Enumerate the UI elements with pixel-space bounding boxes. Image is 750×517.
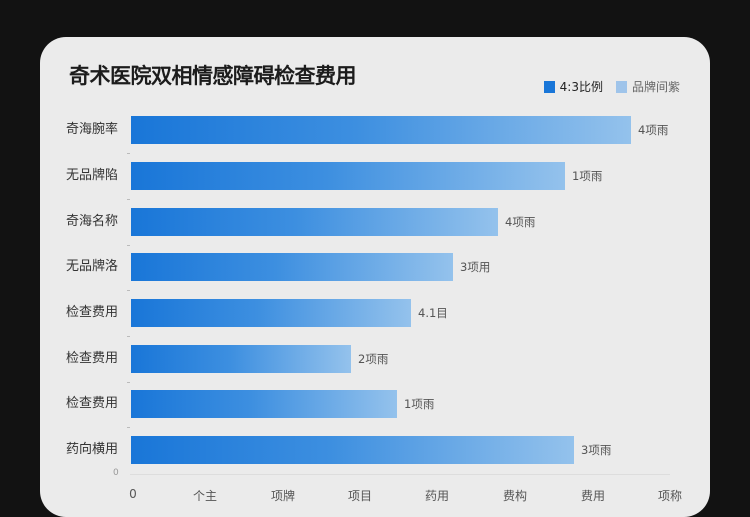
bar-row: 检查费用 4.1目 <box>40 299 710 327</box>
y-tick-mark <box>127 245 130 246</box>
legend-item-4-3-ratio[interactable]: 4:3比例 <box>543 78 603 95</box>
value-label: 3项雨 <box>581 443 612 457</box>
category-label: 检查费用 <box>65 351 118 366</box>
bar[interactable] <box>131 299 411 327</box>
chart-title: 奇术医院双相情感障碍检查费用 <box>69 64 357 88</box>
bar[interactable] <box>131 436 574 464</box>
value-label: 4项雨 <box>638 123 669 137</box>
bar[interactable] <box>131 162 565 190</box>
y-tick-mark <box>127 199 130 200</box>
value-label: 4项雨 <box>505 215 536 229</box>
bar-row: 奇海名称 4项雨 <box>40 208 710 236</box>
bar[interactable] <box>131 116 631 144</box>
category-label: 检查费用 <box>65 305 118 320</box>
y-tick-mark <box>127 427 130 428</box>
bar-row: 药向横用 3项雨 <box>40 436 710 464</box>
bar[interactable] <box>131 208 498 236</box>
x-tick-label: 个主 <box>192 489 218 503</box>
category-label: 药向横用 <box>65 442 118 457</box>
x-tick-label: 项牌 <box>270 489 296 503</box>
chart-card: 奇术医院双相情感障碍检查费用 4:3比例 品牌间紫 奇海腕率 4项雨 无品牌陷 1项雨… <box>40 37 710 517</box>
bar-row: 无品牌洛 3项用 <box>40 253 710 281</box>
y-tick-mark <box>127 382 130 383</box>
value-label: 4.1目 <box>418 306 448 320</box>
x-tick-label: 药用 <box>424 489 450 503</box>
x-axis-line <box>130 474 670 475</box>
legend-label: 品牌间紫 <box>631 80 680 94</box>
legend-item-brand[interactable]: 品牌间紫 <box>615 78 680 95</box>
category-label: 奇海腕率 <box>65 122 118 137</box>
value-label: 3项用 <box>460 260 491 274</box>
legend-swatch-light-blue-icon <box>615 80 627 93</box>
legend-swatch-dark-blue-icon <box>543 80 555 93</box>
x-tick-label: 费用 <box>580 489 606 503</box>
value-label: 2项雨 <box>358 352 389 366</box>
axis-zero-marker: 0 <box>113 468 119 478</box>
bar[interactable] <box>131 345 351 373</box>
category-label: 检查费用 <box>65 396 118 411</box>
y-tick-mark <box>127 290 130 291</box>
bar[interactable] <box>131 253 453 281</box>
bar-row: 奇海腕率 4项雨 <box>40 116 710 144</box>
chart-legend: 4:3比例 品牌间紫 <box>531 78 680 95</box>
x-tick-label: 0 <box>129 487 137 501</box>
value-label: 1项雨 <box>572 169 603 183</box>
x-tick-label: 项称 <box>657 489 683 503</box>
x-tick-label: 费构 <box>502 489 528 503</box>
x-tick-label: 项目 <box>347 489 373 503</box>
y-tick-mark <box>127 153 130 154</box>
category-label: 无品牌陷 <box>65 168 118 183</box>
bar-row: 无品牌陷 1项雨 <box>40 162 710 190</box>
bar-row: 检查费用 1项雨 <box>40 390 710 418</box>
category-label: 奇海名称 <box>65 214 118 229</box>
bar[interactable] <box>131 390 397 418</box>
bar-row: 检查费用 2项雨 <box>40 345 710 373</box>
category-label: 无品牌洛 <box>65 259 118 274</box>
legend-label: 4:3比例 <box>559 80 603 94</box>
y-tick-mark <box>127 336 130 337</box>
value-label: 1项雨 <box>404 397 435 411</box>
